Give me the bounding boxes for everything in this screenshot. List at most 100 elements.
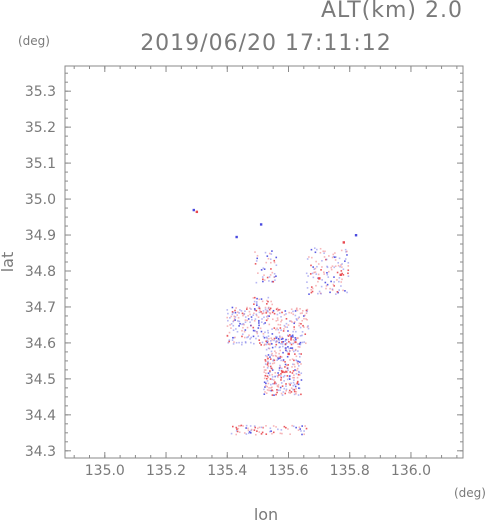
data-point	[296, 307, 298, 310]
data-point	[278, 331, 280, 334]
data-point	[275, 341, 277, 343]
data-point	[297, 373, 300, 376]
data-point	[277, 389, 280, 392]
data-point	[299, 361, 301, 363]
data-point	[347, 269, 350, 272]
data-point	[289, 433, 291, 436]
data-point	[252, 329, 255, 332]
data-point	[305, 309, 308, 312]
data-point	[333, 256, 336, 259]
data-point	[243, 323, 245, 326]
data-point	[291, 366, 293, 368]
data-point	[248, 334, 250, 337]
data-point	[266, 299, 268, 302]
data-point	[264, 363, 267, 365]
data-point	[297, 360, 299, 363]
data-point	[276, 391, 278, 394]
data-point	[280, 338, 283, 340]
data-point	[278, 367, 281, 369]
data-point	[289, 371, 292, 373]
data-point	[285, 371, 288, 373]
data-point	[285, 322, 288, 325]
data-point	[290, 308, 293, 311]
data-point	[271, 352, 273, 355]
data-point	[268, 347, 271, 350]
data-point	[305, 318, 307, 320]
data-point	[278, 339, 281, 341]
data-point	[300, 372, 303, 375]
data-point	[270, 342, 272, 345]
data-point	[305, 427, 308, 430]
data-point	[310, 264, 312, 267]
data-point	[315, 273, 318, 275]
data-point	[240, 343, 243, 346]
data-point	[254, 426, 257, 429]
data-point	[285, 347, 287, 349]
data-point	[344, 260, 346, 262]
data-point	[277, 376, 279, 378]
data-point	[319, 251, 322, 254]
data-point	[272, 431, 275, 434]
data-point	[336, 290, 339, 293]
data-point	[264, 354, 267, 357]
data-point	[275, 264, 278, 267]
data-point	[293, 328, 296, 331]
data-point	[269, 340, 272, 342]
data-point	[267, 357, 269, 360]
data-point	[273, 327, 276, 329]
data-point	[271, 250, 273, 252]
data-point	[281, 343, 284, 345]
data-point	[299, 343, 302, 346]
data-point	[268, 374, 271, 376]
data-point	[271, 303, 274, 306]
data-point	[277, 384, 280, 386]
data-point	[333, 285, 336, 287]
data-point	[242, 425, 244, 427]
data-point	[287, 428, 289, 430]
data-point	[324, 281, 327, 284]
data-point	[327, 276, 330, 278]
x-tick-label: 135.4	[207, 463, 247, 479]
data-point	[296, 362, 299, 364]
data-point	[250, 324, 252, 327]
y-tick-label: 34.7	[25, 300, 56, 316]
data-point	[270, 350, 273, 353]
data-point	[286, 378, 289, 381]
data-point	[260, 298, 263, 300]
data-point	[250, 428, 253, 431]
data-point	[263, 279, 266, 281]
data-point	[301, 334, 303, 337]
data-point	[326, 283, 329, 286]
data-point	[269, 312, 272, 315]
data-point	[235, 426, 238, 429]
data-point	[255, 337, 257, 340]
data-point	[342, 268, 345, 271]
data-point	[271, 369, 274, 371]
data-point	[265, 343, 268, 346]
data-point	[294, 369, 296, 371]
data-point	[290, 320, 292, 322]
data-point	[276, 317, 279, 319]
y-tick-label: 34.5	[25, 372, 56, 388]
data-point	[227, 319, 229, 322]
data-point	[286, 326, 289, 329]
data-point	[236, 428, 238, 430]
data-point	[281, 370, 284, 374]
data-point	[293, 376, 295, 379]
data-point	[347, 265, 350, 267]
data-point	[317, 292, 319, 295]
data-point	[268, 276, 271, 278]
data-point	[302, 315, 305, 317]
data-point	[267, 329, 269, 332]
data-point	[298, 370, 300, 373]
data-point	[296, 360, 298, 362]
data-point	[286, 367, 289, 369]
data-point	[280, 382, 283, 384]
data-point	[275, 426, 277, 428]
data-point	[267, 257, 270, 260]
data-point	[243, 312, 246, 315]
data-point	[255, 281, 258, 284]
data-point	[320, 292, 322, 295]
data-point	[239, 425, 242, 427]
data-point	[279, 336, 281, 339]
